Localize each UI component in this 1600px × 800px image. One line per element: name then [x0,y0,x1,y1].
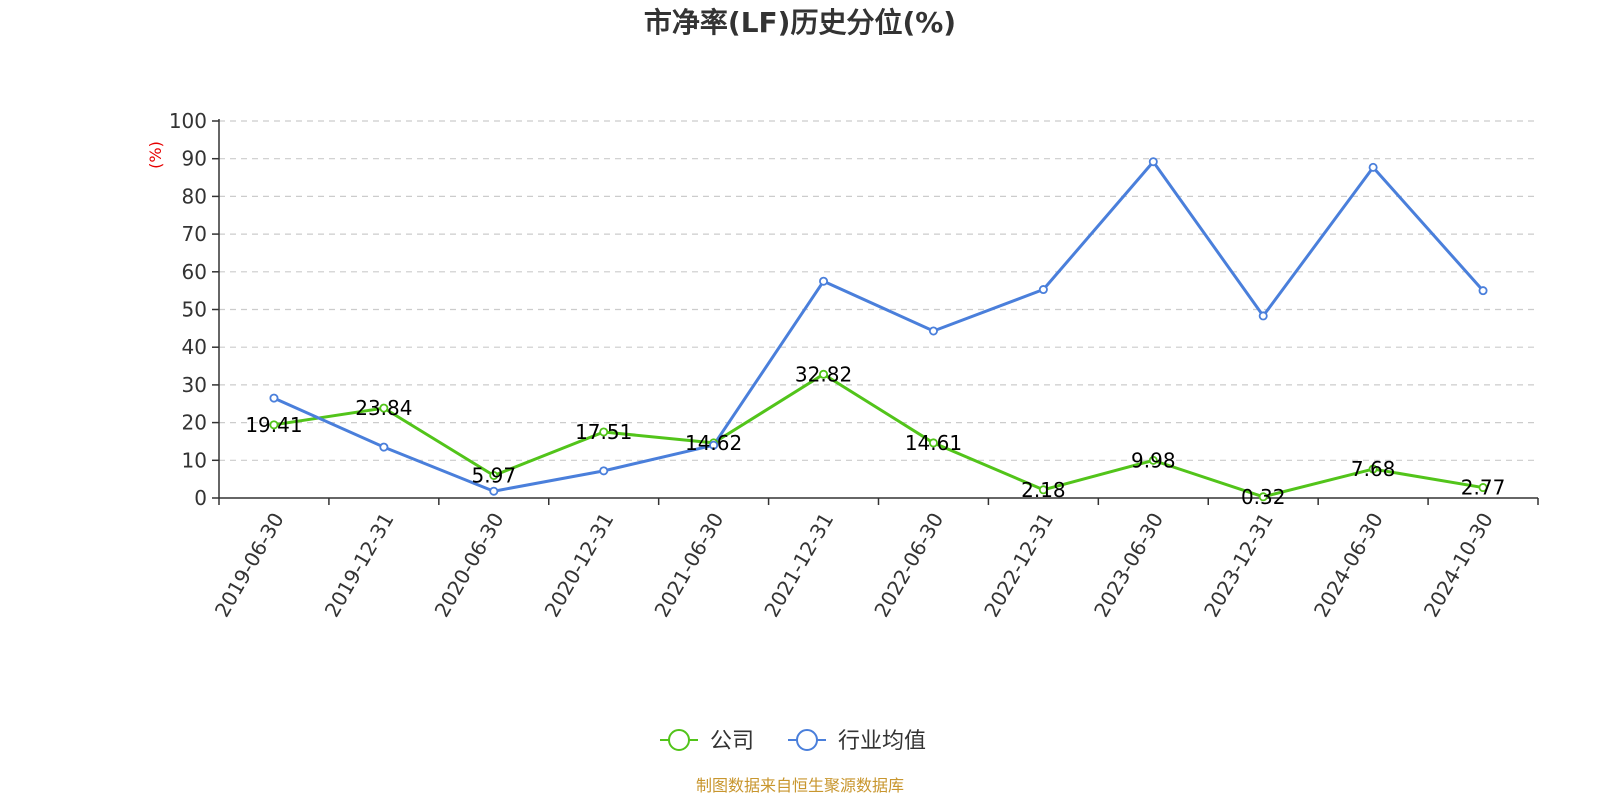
data-point [1478,483,1488,493]
data-point [1368,162,1378,172]
y-tick-label: 30 [182,373,207,397]
data-point [928,438,938,448]
data-label: 9.98 [1131,448,1176,472]
data-point [1368,464,1378,474]
data-point [379,442,389,452]
data-label: 2.18 [1021,478,1066,502]
x-tick-label: 2020-12-31 [540,509,619,622]
source-note: 制图数据来自恒生聚源数据库 [696,776,904,795]
series-layer [269,157,1488,502]
data-label: 5.97 [472,463,517,487]
data-point [269,420,279,430]
x-tick-label: 2023-06-30 [1089,509,1168,622]
y-tick-label: 80 [182,184,207,208]
y-tick-label: 60 [182,260,207,284]
data-labels: 19.41 23.84 5.97 17.51 14.62 32.82 14.61 2.18 9.… [245,362,1505,509]
legend-marker [796,729,818,751]
legend: 公司 行业均值 [660,729,926,754]
data-label: 0.32 [1241,485,1286,509]
data-point [709,440,719,450]
y-tick-label: 0 [194,486,207,510]
y-axis-label: (%) [146,141,165,169]
data-point [1148,157,1158,167]
data-point [1148,455,1158,465]
y-tick-label: 90 [182,147,207,171]
legend-marker [668,729,690,751]
data-point [599,427,609,437]
data-point [819,276,829,286]
y-tick-label: 10 [182,448,207,472]
x-tick-label: 2022-06-30 [869,508,948,621]
legend-label: 公司 [710,729,754,754]
y-tick-label: 40 [182,335,207,359]
data-point [599,466,609,476]
x-tick-label: 2022-12-31 [979,509,1058,622]
data-point [1258,492,1268,502]
series-line [273,160,1485,493]
data-point [1038,285,1048,295]
data-label: 32.82 [795,362,852,386]
x-tick-label: 2024-06-30 [1309,509,1388,622]
data-point [1478,286,1488,296]
y-tick-label: 70 [182,222,207,246]
x-tick-label: 2020-06-30 [430,508,509,621]
legend-label: 行业均值 [838,729,926,754]
x-tick-label: 2024-10-30 [1419,509,1498,622]
data-label: 2.77 [1461,476,1506,500]
data-label: 14.61 [905,431,962,455]
x-tick-label: 2021-12-31 [759,509,838,622]
y-tick-label: 20 [182,411,207,435]
x-tick-label: 2019-12-31 [320,509,399,622]
series-line [273,372,1484,499]
x-tick-label: 2021-06-30 [649,509,728,622]
data-label: 14.62 [685,431,742,455]
data-point [1038,485,1048,495]
chart-title: 市净率(LF)历史分位(%) [644,6,956,39]
data-point [489,486,499,496]
data-label: 19.41 [245,413,302,437]
y-tick-label: 100 [169,109,207,133]
data-point [379,403,389,413]
data-point [269,393,279,403]
x-tick-label: 2019-06-30 [210,509,289,622]
data-label: 23.84 [355,396,412,420]
data-point [928,326,938,336]
data-point [489,470,499,480]
y-tick-label: 50 [182,298,207,322]
data-label: 17.51 [575,420,632,444]
data-label: 7.68 [1351,457,1396,481]
data-point [819,369,829,379]
x-tick-label: 2023-12-31 [1199,509,1278,622]
axes: 0 10 20 30 40 50 60 70 80 90 100 2019-06-30 2019-12-… [169,109,1539,622]
data-point [1258,311,1268,321]
